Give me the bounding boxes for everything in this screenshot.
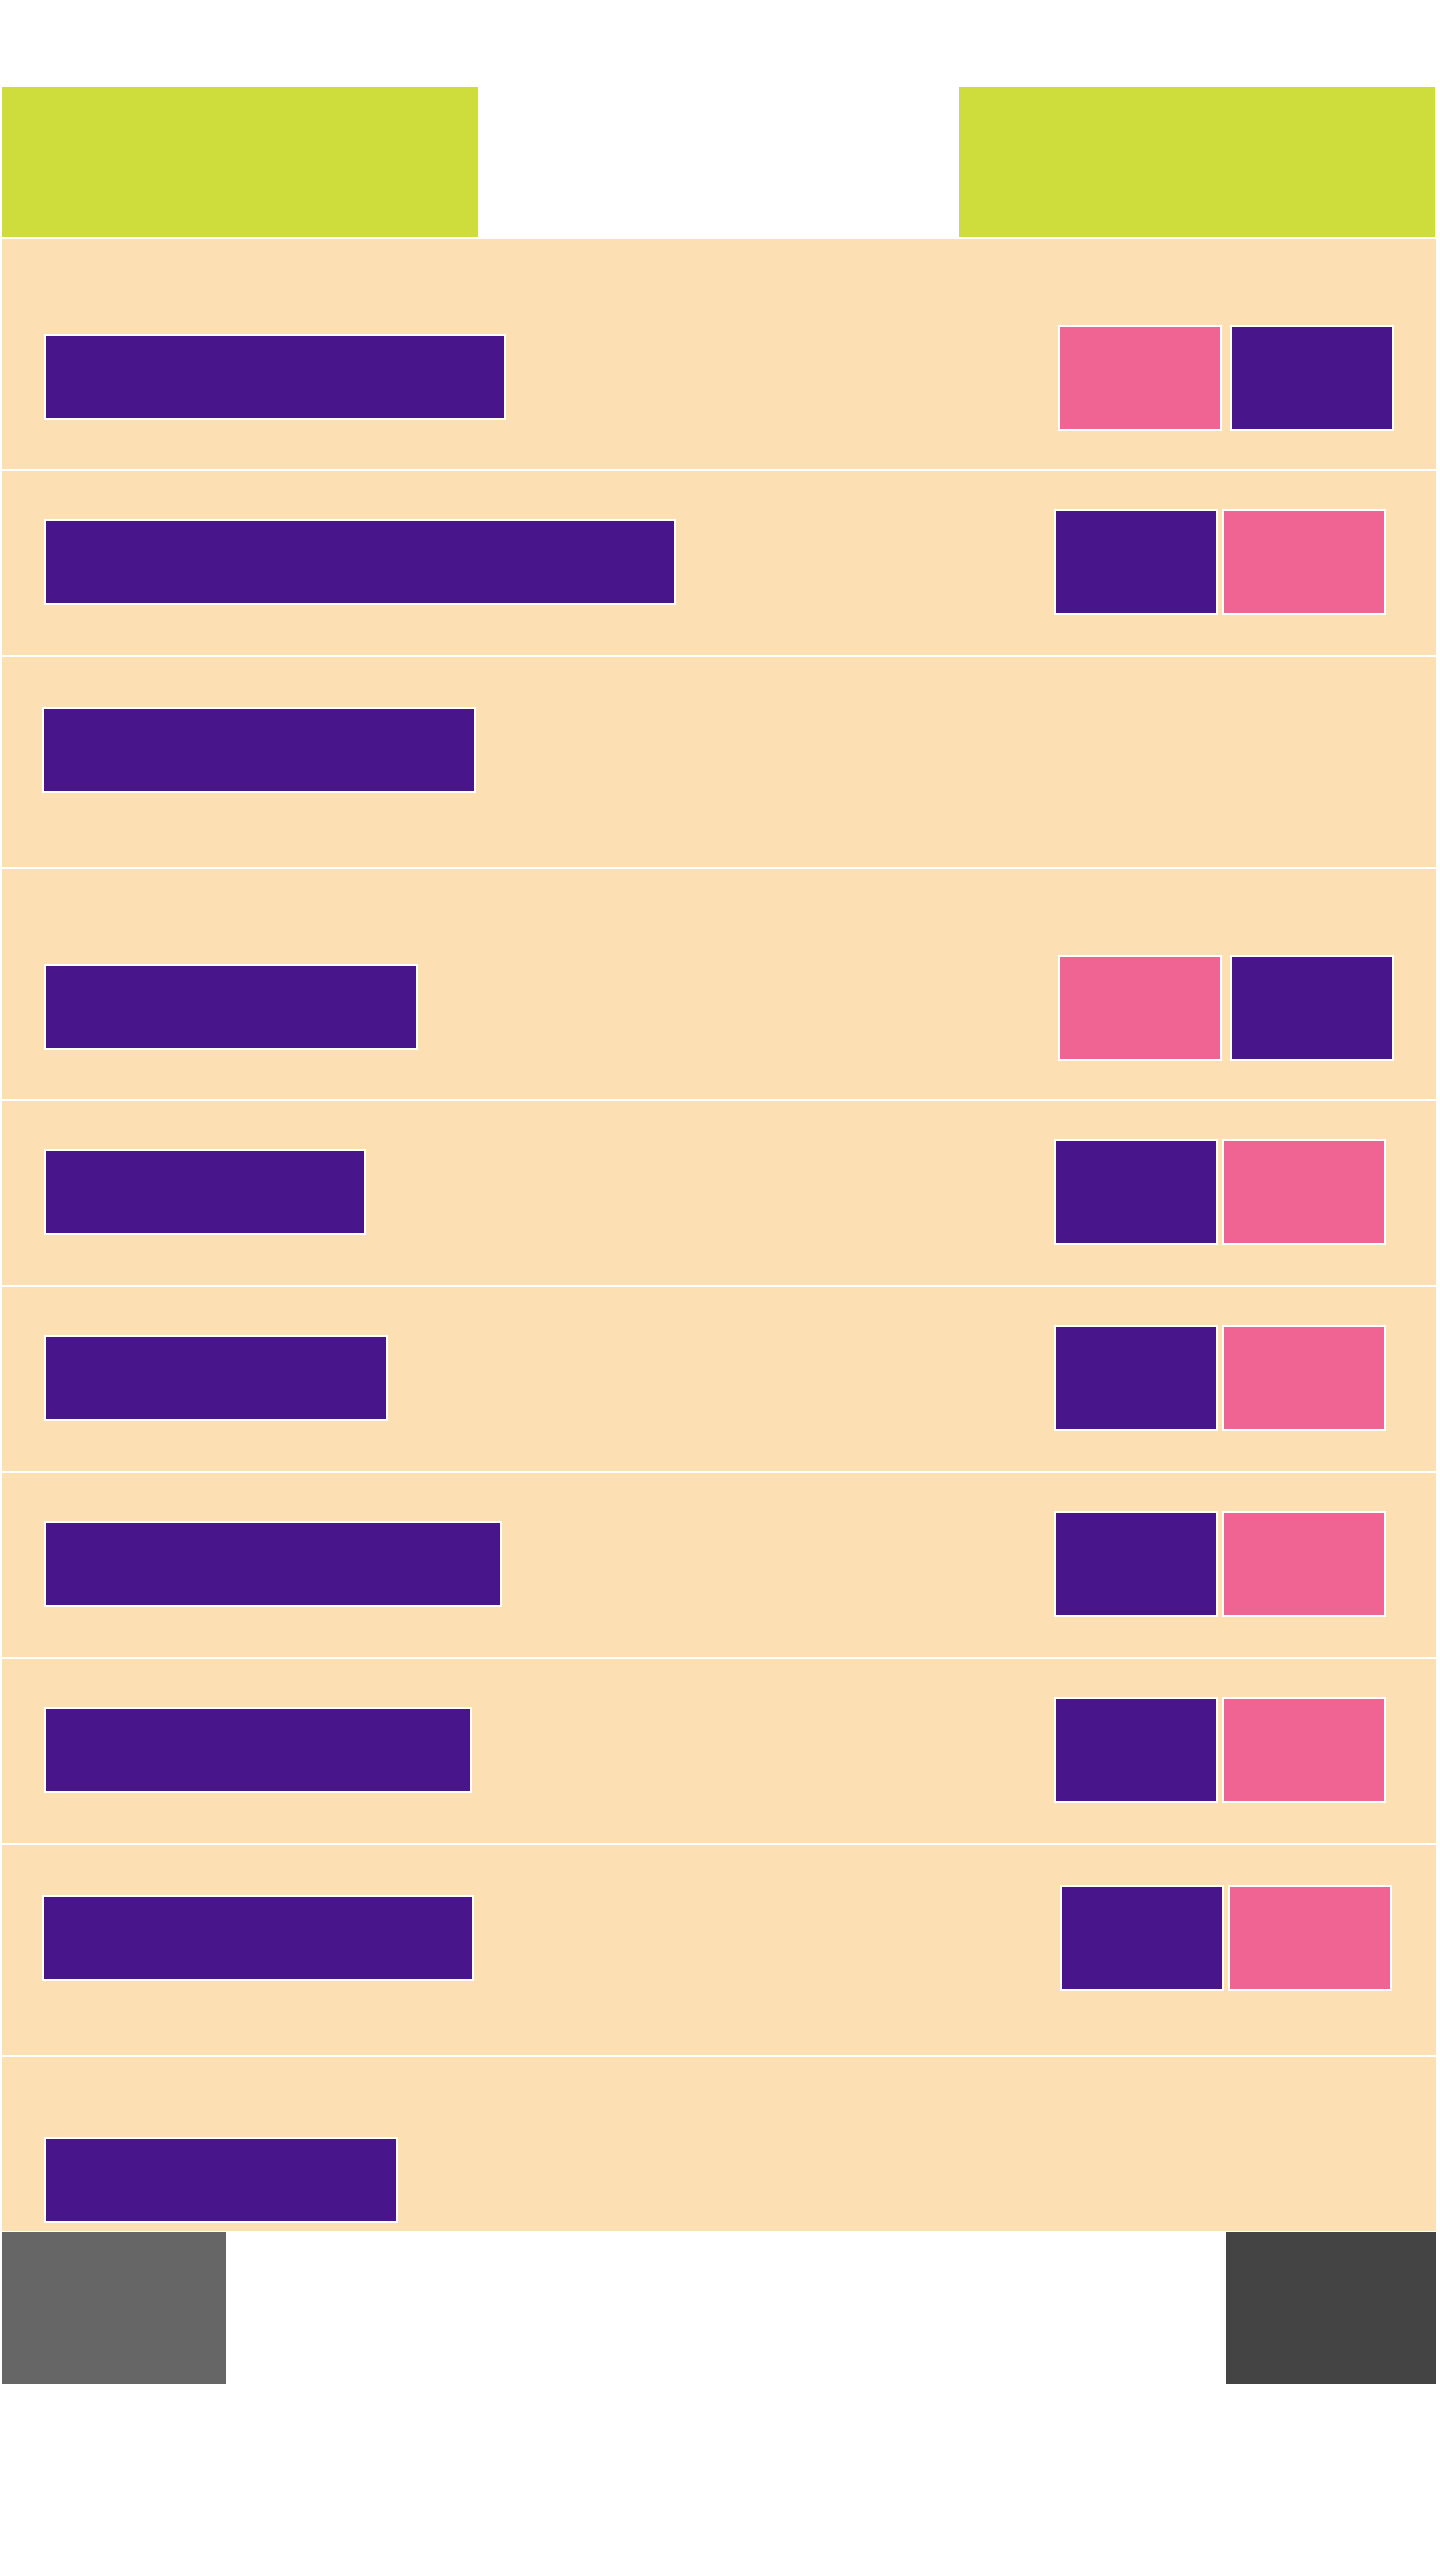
footer-left-button[interactable]: [2, 2232, 226, 2384]
item-label: [44, 1707, 472, 1793]
list-item: [2, 1473, 1436, 1659]
pink-action-button[interactable]: [1058, 325, 1222, 431]
list-item: [2, 239, 1436, 471]
footer-right-button[interactable]: [1226, 2232, 1436, 2384]
purple-action-button[interactable]: [1054, 1697, 1218, 1803]
purple-action-button[interactable]: [1230, 325, 1394, 431]
purple-action-button[interactable]: [1060, 1885, 1224, 1991]
header-left-block: [2, 87, 478, 237]
pink-action-button[interactable]: [1222, 1511, 1386, 1617]
item-label: [44, 334, 506, 420]
header-right-block: [959, 87, 1435, 237]
item-label: [42, 1895, 474, 1981]
pink-action-button[interactable]: [1222, 509, 1386, 615]
pink-action-button[interactable]: [1058, 955, 1222, 1061]
item-label: [44, 1335, 388, 1421]
purple-action-button[interactable]: [1054, 1511, 1218, 1617]
purple-action-button[interactable]: [1054, 1139, 1218, 1245]
item-label: [44, 1149, 366, 1235]
purple-action-button[interactable]: [1230, 955, 1394, 1061]
list-item: [2, 657, 1436, 869]
list-item: [2, 471, 1436, 657]
list-item: [2, 1287, 1436, 1473]
list-item: [2, 1659, 1436, 1845]
item-label: [44, 2137, 398, 2223]
pink-action-button[interactable]: [1222, 1697, 1386, 1803]
list-item: [2, 1101, 1436, 1287]
list-item: [2, 1845, 1436, 2057]
item-label: [44, 964, 418, 1050]
pink-action-button[interactable]: [1222, 1325, 1386, 1431]
pink-action-button[interactable]: [1222, 1139, 1386, 1245]
item-label: [42, 707, 476, 793]
list-item: [2, 869, 1436, 1101]
purple-action-button[interactable]: [1054, 509, 1218, 615]
list-item: [2, 2057, 1436, 2231]
purple-action-button[interactable]: [1054, 1325, 1218, 1431]
item-label: [44, 1521, 502, 1607]
item-label: [44, 519, 676, 605]
pink-action-button[interactable]: [1228, 1885, 1392, 1991]
